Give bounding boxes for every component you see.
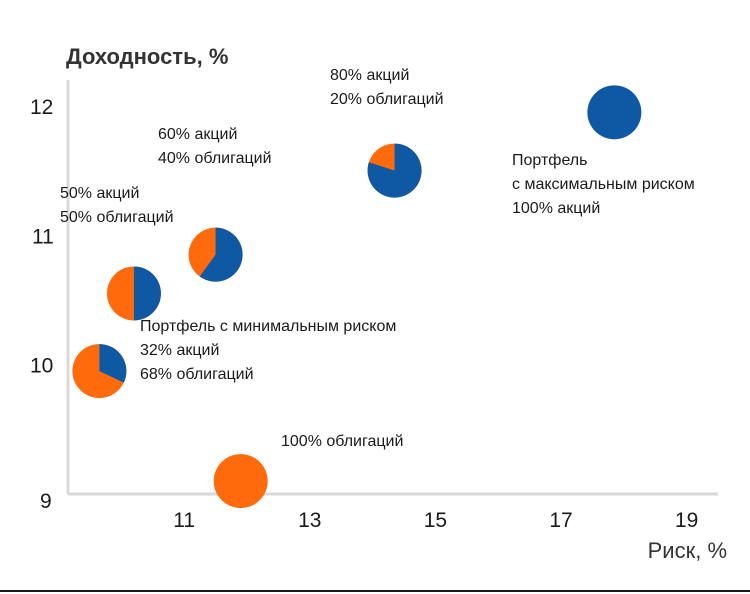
annotation-stocks-60: 60% акций 40% облигаций (158, 126, 272, 167)
y-tick-label: 9 (40, 490, 52, 513)
annotation-line: Портфель (512, 152, 587, 169)
pie-marker-bonds-100 (213, 454, 268, 509)
portfolio-annotations: 100% облигаций Портфель с минимальным рис… (60, 67, 695, 450)
annotation-max-risk: Портфель с максимальным риском 100% акций (512, 152, 695, 217)
pie-marker-stocks-60 (188, 227, 243, 282)
axes (66, 80, 718, 496)
annotation-line: 40% облигаций (158, 150, 272, 167)
annotation-line: 80% акций (330, 67, 409, 84)
x-tick-label: 19 (675, 509, 698, 532)
pie-marker-stocks-80 (367, 143, 422, 198)
y-axis-title: Доходность, % (66, 44, 228, 69)
pie-marker-max-risk (587, 85, 642, 140)
x-tick-label: 11 (173, 509, 195, 532)
stocks-slice (367, 143, 422, 198)
annotation-line: 32% акций (140, 342, 219, 359)
pie-marker-stocks-50 (106, 266, 161, 321)
annotation-line: 20% облигаций (330, 91, 444, 108)
annotation-stocks-80: 80% акций 20% облигаций (330, 67, 444, 108)
y-tick-label: 11 (32, 225, 54, 248)
x-axis-title: Риск, % (648, 538, 727, 563)
annotation-min-risk: Портфель с минимальным риском 32% акций 68… (140, 318, 396, 383)
x-tick-label: 15 (424, 509, 447, 532)
y-tick-label: 12 (30, 96, 53, 119)
annotation-line: с максимальным риском (512, 176, 695, 193)
annotation-line: 100% акций (512, 200, 600, 217)
y-tick-labels: 9 10 11 12 (30, 96, 54, 513)
bonds-slice (213, 454, 268, 509)
stocks-slice (99, 344, 127, 383)
x-tick-label: 17 (549, 509, 572, 532)
stocks-slice (587, 85, 642, 140)
annotation-line: Портфель с минимальным риском (140, 318, 396, 335)
annotation-line: 68% облигаций (140, 366, 254, 383)
annotation-line: 60% акций (158, 126, 237, 143)
annotation-line: 50% облигаций (60, 209, 174, 226)
x-tick-label: 13 (298, 509, 321, 532)
y-tick-label: 10 (30, 355, 53, 378)
pie-marker-min-risk (72, 344, 127, 399)
stocks-slice (133, 266, 161, 321)
annotation-line: 50% акций (60, 185, 139, 202)
annotation-line: 100% облигаций (281, 433, 403, 450)
portfolio-points (72, 85, 642, 509)
stocks-slice (199, 227, 243, 282)
annotation-bonds-100: 100% облигаций (281, 433, 403, 450)
x-tick-labels: 11 13 15 17 19 (173, 509, 698, 532)
annotation-stocks-50: 50% акций 50% облигаций (60, 185, 174, 226)
